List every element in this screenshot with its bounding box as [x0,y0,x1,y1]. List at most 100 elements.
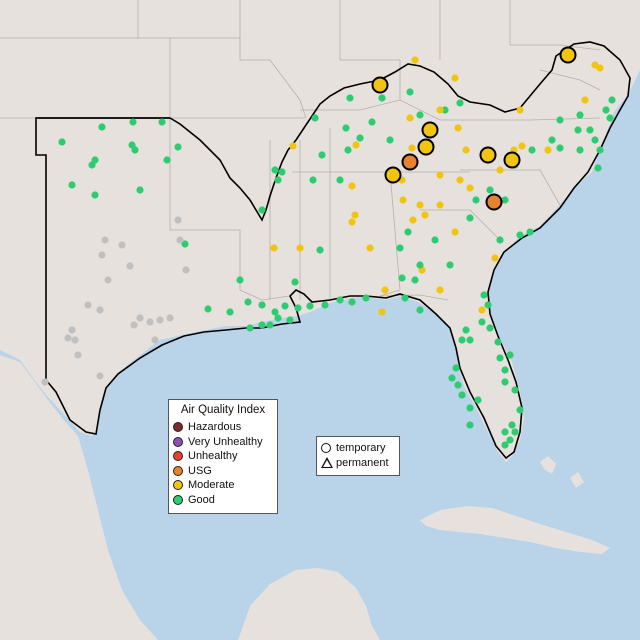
monitor-point[interactable] [486,324,494,332]
monitor-point[interactable] [342,124,350,132]
monitor-point[interactable] [576,146,584,154]
monitor-point[interactable] [270,244,278,252]
monitor-point[interactable] [404,228,412,236]
monitor-point[interactable] [258,321,266,329]
monitor-point[interactable] [516,106,524,114]
monitor-point[interactable] [129,118,137,126]
monitor-point[interactable] [336,296,344,304]
monitor-point[interactable] [399,196,407,204]
monitor-point[interactable] [501,428,509,436]
monitor-point[interactable] [309,176,317,184]
monitor-point[interactable] [506,351,514,359]
monitor-point[interactable] [556,144,564,152]
monitor-point[interactable] [68,181,76,189]
monitor-point[interactable] [246,324,254,332]
monitor-point[interactable] [586,126,594,134]
monitor-point[interactable] [516,406,524,414]
monitor-point[interactable] [126,262,134,270]
monitor-point[interactable] [174,143,182,151]
monitor-point[interactable] [41,378,49,386]
monitor-point[interactable] [348,298,356,306]
monitor-point[interactable] [296,244,304,252]
monitor-point[interactable] [416,306,424,314]
monitor-point[interactable] [408,144,416,152]
monitor-point[interactable] [136,186,144,194]
monitor-point[interactable] [441,106,449,114]
monitor-point[interactable] [351,211,359,219]
monitor-point[interactable] [606,114,614,122]
monitor-point[interactable] [236,276,244,284]
monitor-point[interactable] [336,176,344,184]
monitor-point[interactable] [462,146,470,154]
monitor-point[interactable] [484,301,492,309]
monitor-point[interactable] [182,266,190,274]
monitor-point[interactable] [496,166,504,174]
monitor-point[interactable] [166,314,174,322]
monitor-point[interactable] [544,146,552,154]
monitor-point[interactable] [516,231,524,239]
monitor-point[interactable] [258,206,266,214]
monitor-point[interactable] [411,276,419,284]
highlighted-monitor-point[interactable] [371,76,389,94]
monitor-point[interactable] [226,308,234,316]
highlighted-monitor-point[interactable] [417,138,435,156]
monitor-point[interactable] [362,294,370,302]
monitor-point[interactable] [104,276,112,284]
monitor-point[interactable] [163,156,171,164]
monitor-point[interactable] [436,171,444,179]
monitor-point[interactable] [511,428,519,436]
monitor-point[interactable] [416,201,424,209]
monitor-point[interactable] [274,176,282,184]
monitor-point[interactable] [608,96,616,104]
highlighted-monitor-point[interactable] [479,146,497,164]
monitor-point[interactable] [518,142,526,150]
monitor-point[interactable] [409,216,417,224]
monitor-point[interactable] [266,321,274,329]
highlighted-monitor-point[interactable] [421,121,439,139]
monitor-point[interactable] [596,146,604,154]
monitor-point[interactable] [316,246,324,254]
monitor-point[interactable] [204,305,212,313]
monitor-point[interactable] [271,166,279,174]
monitor-point[interactable] [156,316,164,324]
monitor-point[interactable] [274,314,282,322]
monitor-point[interactable] [480,291,488,299]
monitor-point[interactable] [411,56,419,64]
monitor-point[interactable] [431,236,439,244]
monitor-point[interactable] [448,374,456,382]
monitor-point[interactable] [348,182,356,190]
monitor-point[interactable] [344,146,352,154]
monitor-point[interactable] [101,236,109,244]
monitor-point[interactable] [452,364,460,372]
monitor-point[interactable] [258,301,266,309]
monitor-point[interactable] [71,336,79,344]
monitor-point[interactable] [436,286,444,294]
monitor-point[interactable] [436,201,444,209]
monitor-point[interactable] [591,136,599,144]
monitor-point[interactable] [458,336,466,344]
monitor-point[interactable] [74,351,82,359]
highlighted-monitor-point[interactable] [401,153,419,171]
monitor-point[interactable] [501,366,509,374]
monitor-point[interactable] [451,228,459,236]
monitor-point[interactable] [176,236,184,244]
highlighted-monitor-point[interactable] [384,166,402,184]
monitor-point[interactable] [289,142,297,150]
monitor-point[interactable] [311,114,319,122]
monitor-point[interactable] [346,94,354,102]
monitor-point[interactable] [574,126,582,134]
monitor-point[interactable] [594,164,602,172]
monitor-point[interactable] [454,124,462,132]
monitor-point[interactable] [96,372,104,380]
monitor-point[interactable] [511,386,519,394]
monitor-point[interactable] [602,106,610,114]
monitor-point[interactable] [556,116,564,124]
monitor-point[interactable] [596,64,604,72]
monitor-point[interactable] [466,184,474,192]
monitor-point[interactable] [496,354,504,362]
monitor-point[interactable] [491,254,499,262]
monitor-point[interactable] [146,318,154,326]
monitor-point[interactable] [474,396,482,404]
monitor-point[interactable] [84,301,92,309]
